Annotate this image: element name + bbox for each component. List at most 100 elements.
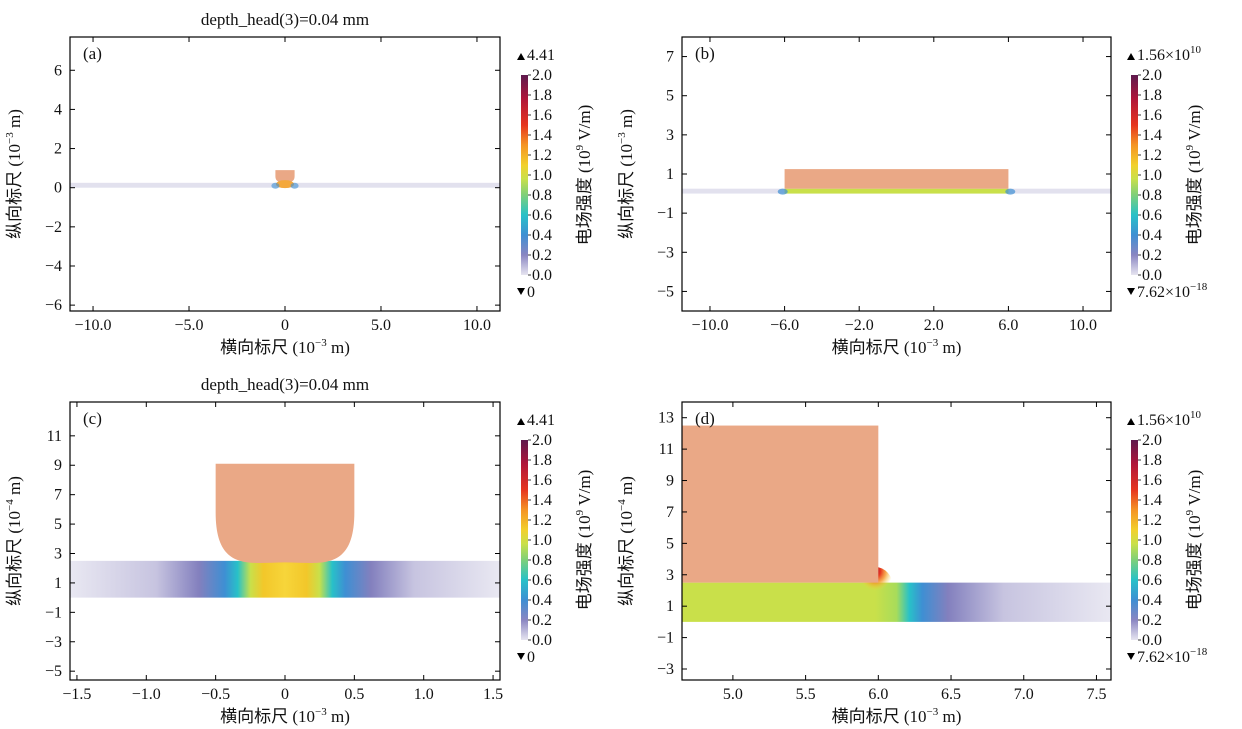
colorbar-tick-label: 1.4 <box>532 127 552 144</box>
colorbar-label: 电场强度 (109 V/m) <box>574 105 594 246</box>
colorbar-tick-label: 1.6 <box>1142 472 1162 489</box>
colorbar-tick-label: 1.2 <box>1142 147 1162 164</box>
y-tick-label: −3 <box>657 661 674 678</box>
colorbar-tick-label: 1.8 <box>532 452 552 469</box>
x-axis-label: 横向标尺 (10−3 m) <box>832 337 962 357</box>
x-tick-label: −1.5 <box>62 686 91 703</box>
colorbar-tick-label: 0.6 <box>1142 207 1162 224</box>
colorbar: 2.0 1.8 1.6 1.4 1.2 1.0 0.8 0.6 0.4 0.2 0.0 4.41 0 电场… <box>517 47 594 301</box>
y-axis-label: 纵向标尺 (10−4 m) <box>4 476 24 606</box>
y-tick-label: 3 <box>54 546 62 563</box>
field-uniform <box>784 188 1009 194</box>
colorbar-tick-label: 1.0 <box>532 532 552 549</box>
x-tick-label: 6.5 <box>941 686 961 703</box>
colorbar-tick-label: 2.0 <box>1142 67 1162 84</box>
colorbar-tick-label: 2.0 <box>532 432 552 449</box>
colorbar-tick-label: 0.0 <box>1142 632 1162 649</box>
x-tick-label: 1.5 <box>483 686 503 703</box>
colorbar-gradient <box>521 75 528 275</box>
field-edge <box>777 188 788 195</box>
electrode <box>275 170 295 183</box>
colorbar-max-label: 4.41 <box>527 412 555 429</box>
chart-title: depth_head(3)=0.04 mm <box>201 10 369 29</box>
colorbar-gradient <box>1131 75 1138 275</box>
colorbar-tick-label: 0.2 <box>532 612 552 629</box>
y-axis-label: 纵向标尺 (10−3 m) <box>4 109 24 239</box>
y-tick-label: −3 <box>45 634 62 651</box>
x-tick-label: 5.0 <box>371 317 391 334</box>
panel-label: (b) <box>695 44 715 63</box>
y-tick-label: 13 <box>658 410 674 427</box>
x-axis-label: 横向标尺 (10−3 m) <box>220 337 350 357</box>
colorbar-tick-label: 0.6 <box>532 207 552 224</box>
electrode <box>215 463 355 563</box>
colorbar-gradient <box>1131 440 1138 640</box>
chart-title: depth_head(3)=0.04 mm <box>201 375 369 394</box>
plot-area <box>682 169 1111 195</box>
max-marker <box>1127 53 1135 60</box>
y-tick-label: 11 <box>659 441 674 458</box>
y-tick-label: −5 <box>45 663 62 680</box>
plot-area <box>682 425 1111 622</box>
y-tick-label: 3 <box>666 567 674 584</box>
colorbar-tick-label: 0.2 <box>1142 247 1162 264</box>
colorbar-tick-label: 1.4 <box>1142 492 1162 509</box>
max-marker <box>1127 418 1135 425</box>
colorbar-label: 电场强度 (109 V/m) <box>1184 470 1204 611</box>
panel-b: −10.0 −6.0 −2.0 2.0 6.0 10.0 −5 −3 −1 1 3 5 7 (b) 横向标尺… <box>616 36 1208 357</box>
y-tick-label: 5 <box>54 516 62 533</box>
x-tick-label: −5.0 <box>175 317 204 334</box>
colorbar: 2.0 1.8 1.6 1.4 1.2 1.0 0.8 0.6 0.4 0.2 0.0 1.56×10… <box>1127 44 1208 301</box>
colorbar-min-label: 7.62×10−18 <box>1137 281 1208 301</box>
colorbar-min-label: 7.62×10−18 <box>1137 646 1208 666</box>
y-tick-label: 1 <box>54 575 62 592</box>
max-marker <box>517 53 525 60</box>
colorbar-tick-label: 1.0 <box>532 167 552 184</box>
y-tick-label: 5 <box>666 88 674 105</box>
x-tick-label: 5.0 <box>723 686 743 703</box>
panel-a: −10.0 −5.0 0 5.0 10.0 −6 −4 −2 0 2 4 6 (a) depth_head… <box>4 10 594 357</box>
field-hotspot <box>276 180 294 189</box>
colorbar-tick-label: 0.4 <box>532 227 552 244</box>
axes-frame <box>681 401 1112 681</box>
colorbar-tick-label: 0.8 <box>1142 187 1162 204</box>
colorbar-tick-label: 0.8 <box>1142 552 1162 569</box>
y-tick-label: −4 <box>45 258 62 275</box>
x-tick-label: 0.5 <box>344 686 364 703</box>
colorbar: 2.0 1.8 1.6 1.4 1.2 1.0 0.8 0.6 0.4 0.2 0.0 1.56×10… <box>1127 409 1208 666</box>
colorbar-tick-label: 0.8 <box>532 187 552 204</box>
x-tick-label: 5.5 <box>796 686 816 703</box>
field-edge <box>290 182 299 189</box>
x-tick-label: 0 <box>281 686 289 703</box>
colorbar-tick-label: 1.8 <box>1142 452 1162 469</box>
y-tick-label: 3 <box>666 127 674 144</box>
colorbar-max-label: 1.56×1010 <box>1137 409 1202 429</box>
y-tick-label: 5 <box>666 535 674 552</box>
x-tick-label: 10.0 <box>1069 317 1097 334</box>
plot-area <box>70 170 500 189</box>
y-tick-label: 2 <box>54 141 62 158</box>
x-tick-label: −2.0 <box>845 317 874 334</box>
y-tick-label: −3 <box>657 244 674 261</box>
panel-c: −1.5 −1.0 −0.5 0 0.5 1.0 1.5 −5 −3 −1 1 3 5 7 9 11 (c) de… <box>4 375 594 726</box>
colorbar-min-label: 0 <box>527 649 535 666</box>
y-tick-label: 7 <box>666 49 674 66</box>
x-tick-label: 6.0 <box>868 686 888 703</box>
dielectric-slab <box>682 582 1111 622</box>
y-tick-label: −1 <box>45 604 62 621</box>
x-axis-label: 横向标尺 (10−3 m) <box>832 706 962 726</box>
y-tick-label: −2 <box>45 219 62 236</box>
colorbar-tick-label: 0.0 <box>532 267 552 284</box>
x-tick-label: 2.0 <box>924 317 944 334</box>
min-marker <box>1127 653 1135 660</box>
colorbar-tick-label: 0.2 <box>532 247 552 264</box>
panel-label: (c) <box>83 409 102 428</box>
min-marker <box>1127 288 1135 295</box>
y-tick-label: 1 <box>666 166 674 183</box>
field-edge <box>271 182 280 189</box>
x-tick-label: −10.0 <box>75 317 112 334</box>
colorbar-tick-label: 0.0 <box>532 632 552 649</box>
colorbar-tick-label: 1.2 <box>1142 512 1162 529</box>
x-tick-label: −6.0 <box>770 317 799 334</box>
